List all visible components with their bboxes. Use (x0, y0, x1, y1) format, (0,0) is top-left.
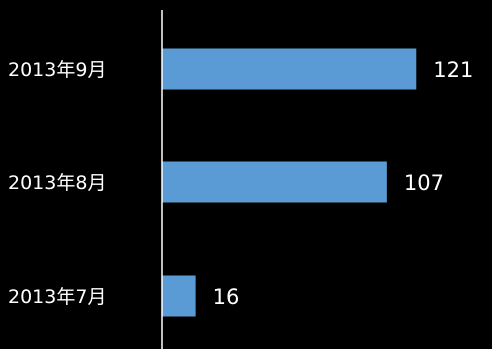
value-label-2: 16 (213, 285, 240, 309)
bars-group (162, 48, 417, 317)
category-label-0: 2013年9月 (8, 59, 106, 81)
category-label-2: 2013年7月 (8, 286, 106, 308)
labels-group: 2013年9月 121 2013年8月 107 2013年7月 16 (8, 58, 473, 309)
bar-0 (162, 48, 417, 90)
category-label-1: 2013年8月 (8, 172, 106, 194)
value-label-0: 121 (433, 58, 473, 82)
bar-2 (162, 275, 196, 317)
value-label-1: 107 (404, 171, 444, 195)
bar-1 (162, 161, 387, 203)
